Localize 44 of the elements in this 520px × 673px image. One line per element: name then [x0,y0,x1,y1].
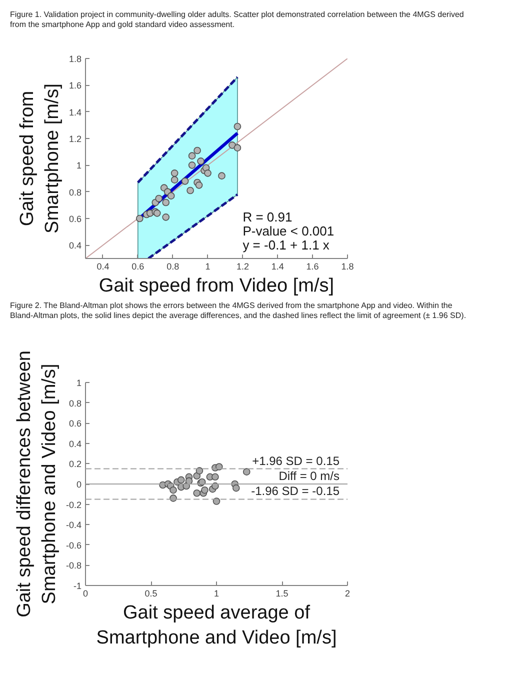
x-tick-label: 1.5 [276,588,288,598]
y-tick-label: 0.8 [68,398,82,408]
annotation: y = -0.1 + 1.1 x [242,238,330,252]
y-tick-label: 0.4 [68,240,82,251]
y-tick-label: -0.4 [66,520,82,530]
y-tick-label: 1 [76,160,82,171]
y-tick-label: -1 [74,581,82,591]
y-tick-label: 1.2 [68,134,82,144]
y-tick-label: -0.6 [66,540,82,550]
y-tick-label: -0.2 [66,500,82,510]
y-axis-title: Gait speed differences between Smartphone and Video [m/s] [14,350,60,618]
x-tick-label: 1.6 [306,262,319,272]
x-tick-label: 1.2 [236,262,249,272]
y-tick-label: 0.4 [68,438,82,449]
y-tick-label: 0 [76,480,82,490]
annotation: P-value < 0.001 [242,224,334,238]
y-tick-label: 1.4 [68,107,82,118]
x-tick-label: 0.5 [144,588,158,598]
y-tick-label: 1.8 [68,54,82,64]
x-tick-label: 2 [344,588,350,598]
y-tick-label: 0.6 [68,418,82,429]
y-tick-label: 1 [76,378,82,388]
ref-line-label: +1.96 SD = 0.15 [252,454,340,468]
x-tick-label: 1 [214,588,220,598]
x-tick-label: 0.8 [166,262,180,272]
ref-line-label: -1.96 SD = -0.15 [251,484,340,498]
y-axis-title: Gait speed from Smartphone [m/s] [16,84,63,234]
y-tick-label: -0.8 [66,560,82,571]
x-tick-label: 0.4 [96,262,110,272]
x-tick-label: 0.6 [132,262,144,272]
chart-title: Figure 1. Validation project in community-dwelling older adults. Scatter plot demonstrated correlation between the 4MGS derived from the smartphone App and gold standard video assessment. [9,9,464,30]
chart-title: Figure 2. The Bland-Altman plot shows the errors between the 4MGS derived from the smartphone App and video. Within the Bland-Altman plots, the solid lines depict the average differences, and the dashed lines reflect the limit of agreement (± 1.96 SD). [9,300,466,321]
x-axis-title: Gait speed from Video [m/s] [98,276,334,296]
y-tick-label: 0.8 [68,187,82,198]
x-axis-title: Gait speed average of Smartphone and Video [m/s] [96,602,337,649]
y-tick-label: 1.6 [68,80,82,91]
y-tick-label: 0.6 [68,214,82,224]
ref-line-label: Diff = 0 m/s [278,469,340,483]
x-tick-label: 1.4 [271,262,284,272]
x-tick-label: 1.8 [341,262,354,272]
y-tick-label: 0.2 [68,459,82,470]
annotation: R = 0.91 [242,210,292,224]
x-tick-label: 0 [82,588,88,598]
x-tick-label: 1 [205,262,210,272]
